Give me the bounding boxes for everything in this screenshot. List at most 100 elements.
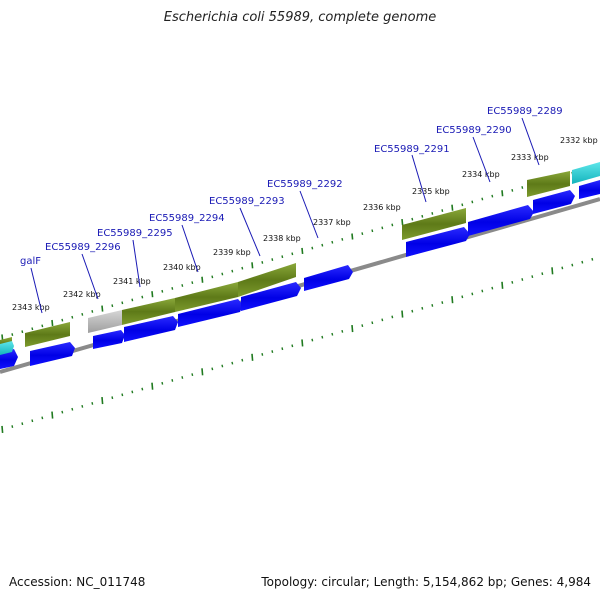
cds-arrow[interactable]: [579, 180, 600, 199]
cds-arrow[interactable]: [0, 349, 18, 369]
minor-tick: [211, 275, 214, 279]
minor-tick: [391, 223, 394, 227]
gene-label-2295[interactable]: EC55989_2295: [97, 228, 173, 239]
cds-arrow[interactable]: [0, 341, 14, 355]
minor-tick: [31, 419, 34, 423]
minor-tick: [221, 272, 224, 276]
minor-tick: [311, 246, 314, 250]
major-tick: [151, 382, 154, 390]
minor-tick: [311, 338, 314, 342]
genome-summary-text: Topology: circular; Length: 5,154,862 bp…: [261, 575, 591, 589]
gene-block[interactable]: [402, 208, 466, 240]
gene-label-2289[interactable]: EC55989_2289: [487, 106, 563, 117]
minor-tick: [81, 404, 84, 408]
cds-arrow[interactable]: [468, 205, 534, 236]
minor-tick: [361, 232, 364, 236]
minor-tick: [471, 292, 474, 296]
cds-arrow[interactable]: [124, 316, 178, 342]
kbp-label: 2339 kbp: [213, 248, 251, 257]
minor-tick: [131, 298, 134, 302]
major-tick: [451, 204, 454, 211]
minor-tick: [521, 186, 524, 189]
minor-tick: [481, 289, 484, 293]
minor-tick: [71, 407, 74, 411]
major-tick: [251, 262, 254, 269]
major-tick: [1, 425, 4, 433]
minor-tick: [411, 309, 414, 313]
minor-tick: [11, 425, 14, 428]
kbp-label: 2337 kbp: [313, 218, 351, 227]
cds-arrow[interactable]: [406, 227, 470, 257]
minor-tick: [491, 286, 494, 290]
major-tick: [101, 305, 104, 312]
minor-tick: [581, 260, 584, 264]
kbp-label: 2341 kbp: [113, 277, 151, 286]
minor-tick: [511, 188, 514, 192]
minor-tick: [481, 197, 484, 201]
minor-tick: [171, 378, 174, 382]
minor-tick: [291, 344, 294, 348]
gene-block[interactable]: [25, 322, 70, 347]
minor-tick: [381, 226, 384, 230]
minor-tick: [281, 255, 284, 259]
minor-tick: [41, 416, 44, 420]
gene-labels: galF EC55989_2296 EC55989_2295 EC55989_2…: [20, 106, 563, 267]
minor-tick: [461, 203, 464, 207]
major-tick: [501, 281, 504, 289]
major-tick: [51, 411, 54, 419]
minor-tick: [271, 258, 274, 261]
pseudo-block[interactable]: [88, 310, 122, 333]
minor-tick: [171, 286, 174, 290]
major-tick: [401, 310, 404, 318]
minor-tick: [131, 390, 134, 394]
gene-label-2290[interactable]: EC55989_2290: [436, 125, 512, 136]
cds-arrow[interactable]: [93, 330, 125, 349]
minor-tick: [241, 358, 244, 362]
minor-tick: [291, 252, 294, 256]
minor-tick: [411, 217, 414, 221]
kbp-label: 2334 kbp: [462, 170, 500, 179]
cds-arrow[interactable]: [533, 190, 575, 214]
major-tick: [201, 368, 204, 376]
minor-tick: [41, 324, 44, 328]
gene-label-2291[interactable]: EC55989_2291: [374, 144, 450, 155]
minor-tick: [221, 364, 224, 368]
kbp-label: 2332 kbp: [560, 136, 598, 145]
upper-tick-track: [1, 165, 594, 341]
lower-tick-track: [1, 257, 594, 433]
major-tick: [151, 291, 154, 298]
minor-tick: [431, 304, 434, 307]
major-tick: [251, 353, 254, 361]
minor-tick: [461, 295, 464, 299]
gene-label-2293[interactable]: EC55989_2293: [209, 196, 285, 207]
gene-label-2296[interactable]: EC55989_2296: [45, 242, 121, 253]
minor-tick: [321, 243, 324, 247]
minor-tick: [21, 422, 24, 426]
gene-block[interactable]: [122, 298, 175, 325]
major-tick: [451, 296, 454, 304]
minor-tick: [441, 209, 444, 212]
rna-block[interactable]: [572, 162, 600, 184]
minor-tick: [91, 310, 94, 313]
accession-text: Accession: NC_011748: [9, 575, 146, 589]
minor-tick: [281, 347, 284, 351]
gene-label-galF[interactable]: galF: [20, 256, 41, 267]
gene-block[interactable]: [175, 282, 238, 312]
cds-arrow[interactable]: [178, 299, 243, 327]
gene-block[interactable]: [238, 263, 296, 297]
minor-tick: [391, 315, 394, 319]
cds-arrow[interactable]: [304, 265, 353, 291]
gene-block[interactable]: [527, 171, 570, 197]
major-tick: [351, 233, 354, 240]
major-tick: [501, 190, 504, 197]
minor-tick: [61, 410, 64, 414]
gene-label-2292[interactable]: EC55989_2292: [267, 179, 343, 190]
gene-label-2294[interactable]: EC55989_2294: [149, 213, 225, 224]
kbp-labels: 2343 kbp 2342 kbp 2341 kbp 2340 kbp 2339…: [12, 136, 598, 312]
minor-tick: [431, 212, 434, 215]
cds-arrow[interactable]: [30, 342, 75, 366]
minor-tick: [121, 301, 124, 305]
cds-arrow[interactable]: [241, 282, 301, 311]
backbone: [0, 197, 600, 374]
